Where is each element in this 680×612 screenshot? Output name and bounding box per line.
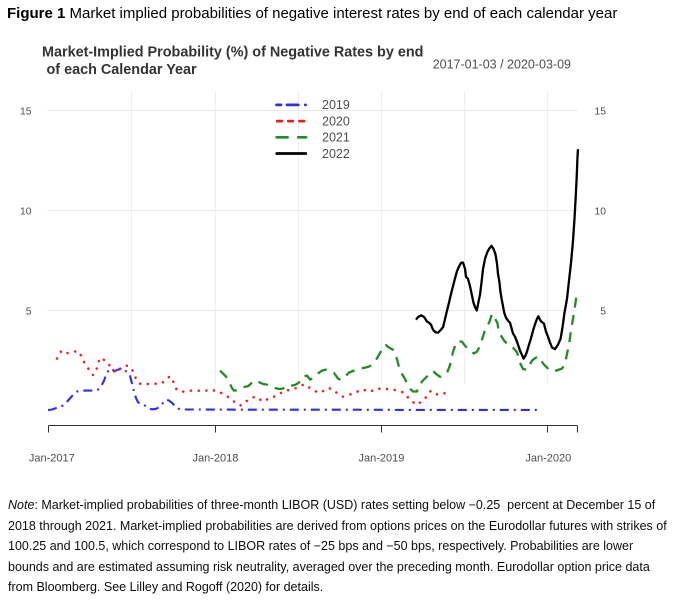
svg-text:10: 10 [595,206,607,217]
svg-text:2019: 2019 [322,98,350,112]
svg-text:2017-01-03 / 2020-03-09: 2017-01-03 / 2020-03-09 [433,58,571,72]
svg-text:of each Calendar Year: of each Calendar Year [47,62,198,78]
svg-text:10: 10 [20,206,32,217]
svg-text:Market-Implied Probability (%): Market-Implied Probability (%) of Negati… [42,45,423,61]
svg-text:Jan-2017: Jan-2017 [29,453,75,465]
svg-text:Jan-2018: Jan-2018 [192,453,238,465]
svg-text:2021: 2021 [322,131,350,145]
svg-text:2020: 2020 [322,114,350,128]
svg-text:2022: 2022 [322,147,350,161]
svg-text:Jan-2019: Jan-2019 [358,453,404,465]
svg-text:15: 15 [595,106,607,117]
svg-text:5: 5 [26,306,32,317]
svg-text:15: 15 [20,106,32,117]
svg-text:Jan-2020: Jan-2020 [525,453,571,465]
svg-text:5: 5 [600,306,606,317]
